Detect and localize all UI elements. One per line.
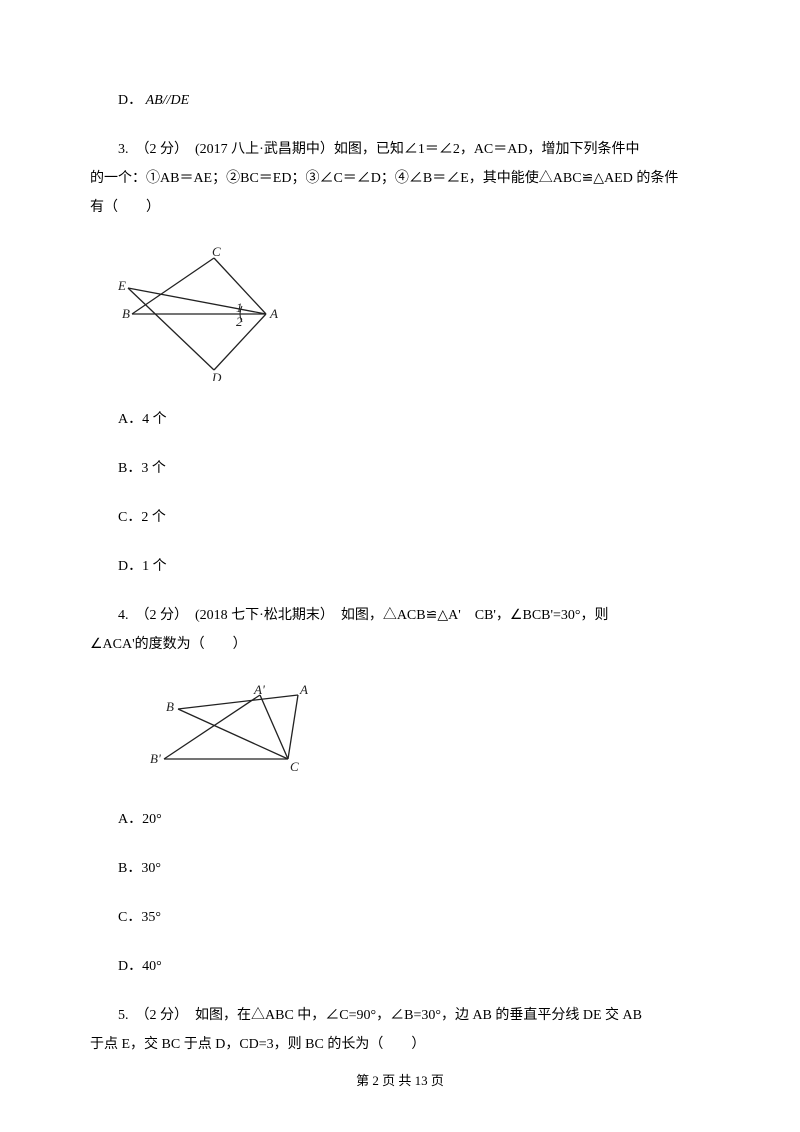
q4-stem-a: 4. （2 分） (2018 七下·松北期末） 如图，△ACB≌△A' CB'，… — [118, 608, 609, 623]
q3-option-b: B．3 个 — [118, 458, 710, 479]
svg-text:2: 2 — [236, 314, 243, 329]
svg-text:C: C — [212, 246, 221, 259]
q4-figure: B B' C A A' — [150, 683, 710, 781]
q5-stem-line2: 于点 E，交 BC 于点 D，CD=3，则 BC 的长为（ ） — [90, 1034, 710, 1055]
q3-option-a: A．4 个 — [118, 409, 710, 430]
q4-diagram: B B' C A A' — [150, 683, 330, 781]
svg-text:A': A' — [253, 683, 265, 697]
svg-text:B': B' — [150, 751, 161, 766]
q4-stem-line1: 4. （2 分） (2018 七下·松北期末） 如图，△ACB≌△A' CB'，… — [90, 605, 710, 626]
svg-text:E: E — [118, 278, 126, 293]
q4-option-d: D．40° — [118, 956, 710, 977]
q5-stem-a: 5. （2 分） 如图，在△ABC 中，∠C=90°，∠B=30°，边 AB 的… — [118, 1008, 642, 1023]
svg-text:A: A — [269, 306, 278, 321]
page-footer: 第 2 页 共 13 页 — [0, 1071, 800, 1091]
svg-text:B: B — [166, 699, 174, 714]
q3-stem-line2: 的一个：①AB＝AE；②BC＝ED；③∠C＝∠D；④∠B＝∠E，其中能使△ABC… — [90, 168, 710, 189]
q4-option-b: B．30° — [118, 858, 710, 879]
q4-option-c: C．35° — [118, 907, 710, 928]
q5-stem-b: 于点 E，交 BC 于点 D，CD=3，则 BC 的长为（ ） — [90, 1037, 425, 1052]
q3-stem-line3: 有（ ） — [90, 197, 710, 218]
q4-option-a: A．20° — [118, 809, 710, 830]
q3-stem-c: 有（ ） — [90, 200, 160, 215]
q2-optd-math: AB//DE — [146, 93, 190, 108]
q2-option-d: D． AB//DE — [118, 90, 710, 111]
q3-diagram: A B C D E 12 — [118, 246, 293, 381]
svg-text:D: D — [211, 370, 222, 381]
q5-stem-line1: 5. （2 分） 如图，在△ABC 中，∠C=90°，∠B=30°，边 AB 的… — [90, 1005, 710, 1026]
q3-stem-line1: 3. （2 分） (2017 八上·武昌期中）如图，已知∠1＝∠2，AC＝AD，… — [90, 139, 710, 160]
svg-text:1: 1 — [236, 300, 243, 315]
q3-option-c: C．2 个 — [118, 507, 710, 528]
svg-text:A: A — [299, 683, 308, 697]
q4-stem-b: ∠ACA'的度数为（ ） — [90, 637, 247, 652]
svg-text:C: C — [290, 759, 299, 774]
svg-text:B: B — [122, 306, 130, 321]
q3-option-d: D．1 个 — [118, 556, 710, 577]
q3-figure: A B C D E 12 — [118, 246, 710, 381]
q3-stem-a: 3. （2 分） (2017 八上·武昌期中）如图，已知∠1＝∠2，AC＝AD，… — [118, 142, 640, 157]
q2-optd-prefix: D． — [118, 93, 142, 108]
q4-stem-line2: ∠ACA'的度数为（ ） — [90, 634, 710, 655]
q3-stem-b: 的一个：①AB＝AE；②BC＝ED；③∠C＝∠D；④∠B＝∠E，其中能使△ABC… — [90, 171, 678, 186]
